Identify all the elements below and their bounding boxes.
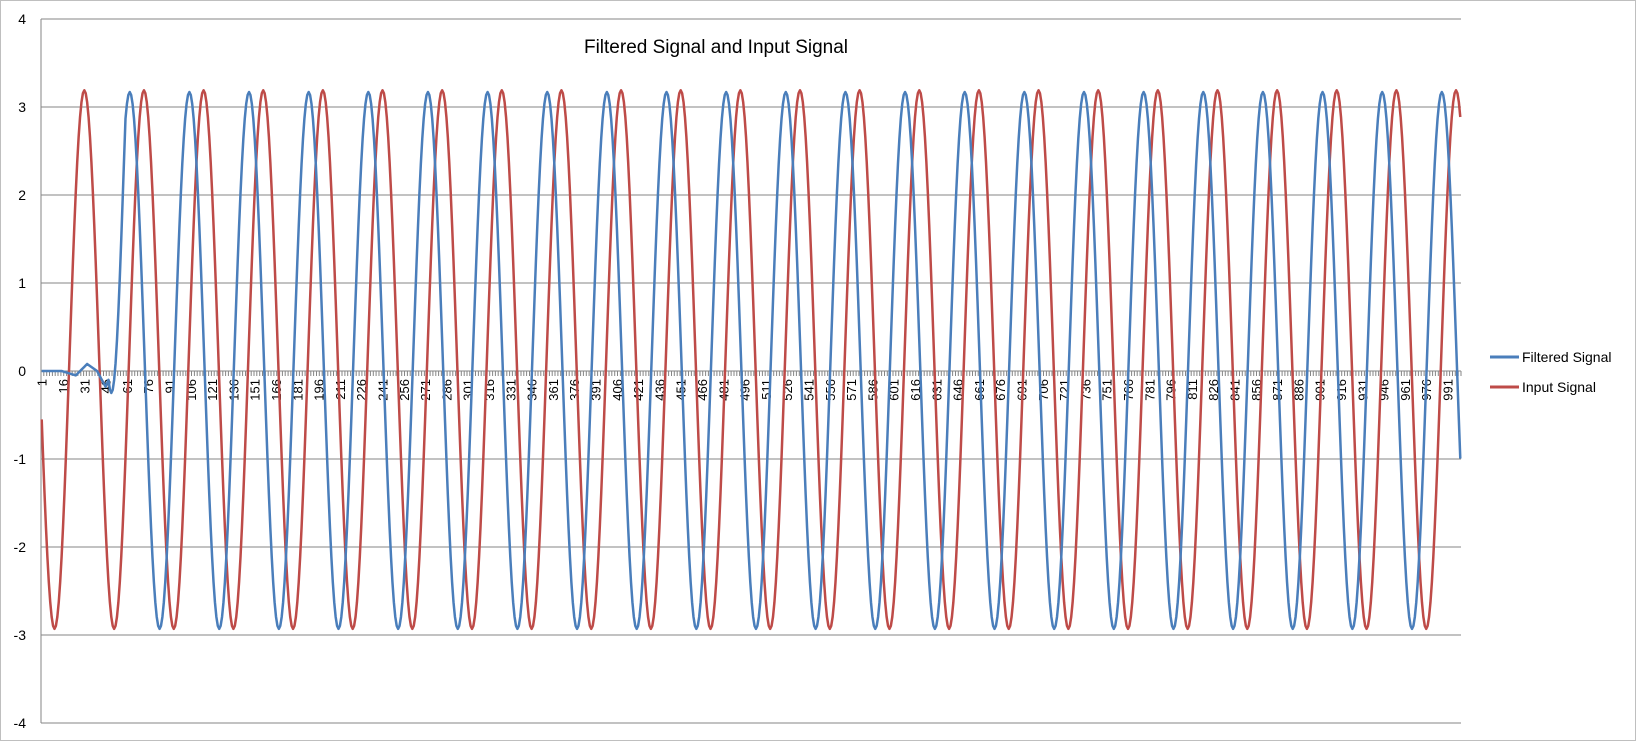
x-tick-label: 151 (248, 379, 263, 401)
x-tick-label: 316 (482, 379, 497, 401)
x-tick-label: 991 (1441, 379, 1456, 401)
x-tick-label: 751 (1100, 379, 1115, 401)
y-tick-label: -2 (14, 539, 27, 555)
x-tick-label: 466 (695, 379, 710, 401)
x-tick-label: 451 (674, 379, 689, 401)
series-lines (40, 89, 1462, 631)
x-tick-label: 166 (269, 379, 284, 401)
y-tick-label: 4 (18, 11, 26, 27)
x-tick-label: 241 (376, 379, 391, 401)
x-tick-label: 676 (993, 379, 1008, 401)
x-tick-label: 571 (844, 379, 859, 401)
x-tick-label: 121 (205, 379, 220, 401)
x-tick-label: 406 (610, 379, 625, 401)
x-tick-label: 946 (1377, 379, 1392, 401)
x-tick-label: 511 (759, 379, 774, 400)
x-tick-label: 886 (1291, 379, 1306, 401)
series-line-filtered-signal (41, 90, 1462, 631)
x-tick-label: 616 (908, 379, 923, 401)
x-tick-label: 736 (1078, 379, 1093, 401)
chart-title: Filtered Signal and Input Signal (584, 37, 848, 58)
x-tick-label: 841 (1228, 379, 1243, 401)
x-tick-label: 961 (1398, 379, 1413, 401)
y-tick-label: 2 (18, 187, 26, 203)
legend-label-filtered-signal: Filtered Signal (1522, 349, 1612, 365)
series-line-input-signal (40, 89, 1462, 631)
x-tick-label: 196 (312, 379, 327, 401)
x-tick-label: 106 (184, 379, 199, 401)
x-tick-label: 631 (929, 379, 944, 401)
x-tick-label: 421 (631, 379, 646, 401)
x-tick-label: 826 (1206, 379, 1221, 401)
y-tick-label: -1 (14, 451, 27, 467)
x-tick-label: 781 (1142, 379, 1157, 401)
x-tick-label: 76 (141, 379, 156, 393)
y-tick-label: 1 (18, 275, 26, 291)
x-tick-label: 796 (1164, 379, 1179, 401)
y-tick-label: -4 (14, 715, 27, 731)
x-tick-label: 916 (1334, 379, 1349, 401)
x-tick-label: 211 (333, 379, 348, 400)
x-tick-label: 931 (1355, 379, 1370, 401)
x-tick-label: 1 (35, 379, 50, 386)
x-tick-label: 91 (163, 379, 178, 393)
legend: Filtered Signal Input Signal (1490, 349, 1612, 395)
x-tick-label: 706 (1036, 379, 1051, 401)
x-tick-label: 256 (397, 379, 412, 401)
x-tick-label: 526 (780, 379, 795, 401)
x-tick-label: 286 (439, 379, 454, 401)
x-tick-label: 586 (865, 379, 880, 401)
y-tick-label: 0 (18, 363, 26, 379)
y-tick-label: -3 (14, 627, 27, 643)
x-tick-label: 31 (77, 379, 92, 393)
x-tick-label: 871 (1270, 379, 1285, 401)
legend-label-input-signal: Input Signal (1522, 379, 1596, 395)
x-tick-label: 541 (802, 379, 817, 401)
y-axis-ticks: 4 3 2 1 0 -1 -2 -3 -4 (14, 11, 27, 731)
x-tick-label: 361 (546, 379, 561, 401)
x-tick-label: 661 (972, 379, 987, 401)
y-tick-label: 3 (18, 99, 26, 115)
x-tick-label: 301 (461, 379, 476, 401)
x-tick-label: 496 (738, 379, 753, 401)
x-tick-label: 331 (503, 379, 518, 401)
x-tick-label: 376 (567, 379, 582, 401)
x-tick-label: 721 (1057, 379, 1072, 401)
